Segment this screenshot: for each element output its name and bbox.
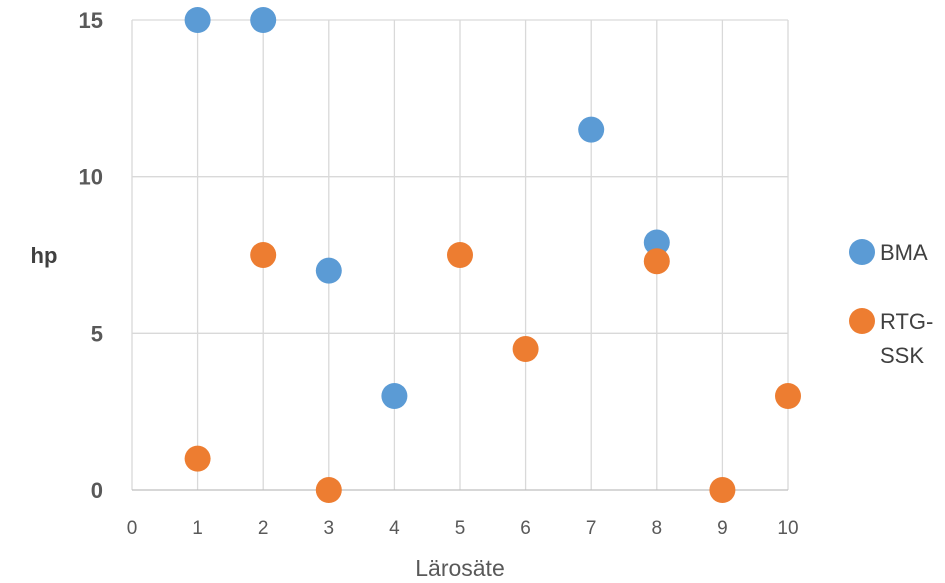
x-tick-label: 8: [652, 518, 663, 539]
data-point-rtg-ssk: [184, 445, 211, 472]
data-point-bma: [250, 7, 277, 33]
data-point-rtg-ssk: [775, 383, 801, 409]
data-points: [184, 7, 801, 503]
x-tick-label: 9: [717, 518, 728, 539]
data-point-bma: [643, 229, 670, 256]
y-axis-label: hp: [31, 243, 58, 268]
x-tick-label: 1: [192, 518, 203, 539]
data-point-rtg-ssk: [643, 248, 670, 275]
x-tick-label: 3: [324, 518, 335, 539]
legend-marker-rtg-ssk: [849, 308, 875, 334]
legend-marker-bma: [849, 239, 875, 265]
x-tick-label: 10: [777, 518, 798, 539]
y-axis-ticks: 0 5 10 15: [79, 8, 103, 503]
legend: BMA RTG- SSK: [849, 239, 933, 368]
y-tick-label: 5: [91, 321, 103, 346]
x-tick-label: 5: [455, 518, 466, 539]
data-point-bma: [578, 116, 605, 143]
data-point-bma: [381, 383, 408, 409]
x-axis-ticks: 0 1 2 3 4 5 6 7 8 9 10: [127, 518, 799, 539]
x-axis-label: Lärosäte: [415, 555, 505, 581]
legend-label-bma: BMA: [880, 240, 928, 265]
x-tick-label: 4: [389, 518, 400, 539]
y-tick-label: 10: [79, 165, 103, 190]
data-point-bma: [184, 7, 211, 33]
legend-label-rtg-ssk: RTG-: [880, 309, 933, 334]
y-tick-label: 0: [91, 478, 103, 503]
y-tick-label: 15: [79, 8, 103, 33]
x-tick-label: 0: [127, 518, 138, 539]
legend-label-rtg-ssk: SSK: [880, 343, 924, 368]
data-point-rtg-ssk: [315, 477, 342, 503]
data-point-rtg-ssk: [512, 336, 539, 362]
data-point-rtg-ssk: [447, 242, 473, 268]
data-point-rtg-ssk: [709, 477, 736, 503]
data-point-bma: [315, 257, 342, 284]
data-point-rtg-ssk: [250, 242, 277, 268]
x-tick-label: 7: [586, 518, 597, 539]
x-tick-label: 6: [520, 518, 531, 539]
x-tick-label: 2: [258, 518, 269, 539]
